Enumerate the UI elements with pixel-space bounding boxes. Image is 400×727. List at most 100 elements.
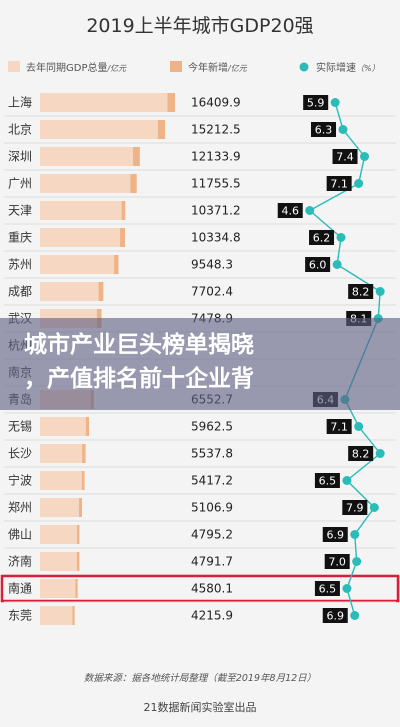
rate-label: 5.9 (307, 97, 325, 110)
bar-last-year (40, 147, 133, 166)
rate-point (350, 530, 360, 539)
legend-swatch-0 (8, 61, 20, 72)
gdp-value: 11755.5 (191, 177, 241, 191)
legend-swatch-1 (170, 61, 182, 72)
bar-new (76, 525, 80, 544)
rate-point (375, 287, 385, 296)
gdp-value: 10334.8 (191, 231, 241, 245)
city-label: 长沙 (8, 447, 32, 461)
bar-last-year (40, 174, 131, 193)
rate-point (342, 476, 352, 485)
rate-point (352, 557, 362, 566)
bar-new (85, 417, 90, 436)
bar-new (121, 201, 126, 220)
gdp-value: 4215.9 (191, 609, 233, 623)
gdp-value: 5417.2 (191, 474, 233, 488)
gdp-value: 4580.1 (191, 582, 233, 596)
city-label: 上海 (8, 95, 32, 110)
rate-point (375, 449, 385, 458)
rate-label: 7.9 (346, 502, 364, 515)
rate-point (354, 179, 364, 188)
city-label: 苏州 (8, 258, 32, 272)
bar-last-year (40, 579, 76, 598)
gdp-value: 9548.3 (191, 258, 233, 272)
rate-point (342, 584, 352, 593)
rate-label-box (305, 257, 331, 272)
city-label: 郑州 (8, 500, 32, 515)
city-label: 东莞 (8, 609, 32, 623)
rate-point (350, 611, 360, 620)
bar-new (98, 282, 104, 301)
legend-label-0: 去年同期GDP总量/亿元 (26, 61, 127, 74)
city-label: 无锡 (8, 419, 32, 434)
bar-new (76, 552, 80, 571)
city-label: 广州 (8, 177, 32, 191)
gdp-value: 5537.8 (191, 447, 233, 461)
gdp-value: 16409.9 (191, 96, 241, 110)
rate-label: 6.9 (326, 610, 344, 623)
rate-label: 4.6 (281, 205, 299, 218)
bar-last-year (40, 282, 99, 301)
headline-line-1: 城市产业巨头榜单揭晓 (24, 332, 254, 358)
legend-label-1: 今年新增/亿元 (188, 61, 248, 74)
rate-point (332, 260, 342, 269)
rate-label-box (348, 284, 374, 299)
legend-unit-0: /亿元 (106, 64, 127, 73)
bar-new (82, 444, 86, 463)
bar-last-year (40, 525, 77, 544)
rate-point (354, 422, 364, 431)
rate-label: 8.2 (352, 448, 370, 461)
rate-label-box (311, 122, 336, 137)
bar-last-year (40, 417, 86, 436)
city-label: 北京 (8, 123, 32, 137)
bar-new (132, 147, 140, 166)
bar-new (78, 498, 83, 517)
rate-label-box (324, 554, 350, 569)
rate-label-box (322, 608, 348, 623)
credit: 21数据新闻实验室出品 (144, 700, 257, 714)
bar-new (72, 606, 75, 625)
rate-label-box (326, 176, 352, 191)
gdp-value: 4795.2 (191, 528, 233, 542)
legend-swatch-2 (299, 62, 309, 72)
bar-last-year (40, 255, 115, 274)
bar-last-year (40, 201, 122, 220)
gdp-value: 7702.4 (191, 285, 233, 299)
bar-new (120, 228, 126, 247)
bar-new (130, 174, 137, 193)
gdp-value: 4791.7 (191, 555, 233, 569)
gdp-value: 12133.9 (191, 150, 241, 164)
bar-last-year (40, 120, 158, 139)
bar-new (157, 120, 166, 139)
source-note: 数据来源：据各地统计局整理（截至2019年8月12日） (84, 672, 316, 684)
legend: 去年同期GDP总量/亿元 今年新增/亿元 实际增速（%） (8, 61, 380, 74)
gdp-value: 5962.5 (191, 420, 233, 434)
legend-unit-1: /亿元 (227, 64, 248, 73)
headline-overlay: 城市产业巨头榜单揭晓 ，产值排名前十企业背 (0, 318, 400, 410)
chart-title: 2019上半年城市GDP20强 (86, 15, 313, 37)
rate-label: 6.2 (313, 232, 331, 245)
bar-last-year (40, 444, 83, 463)
city-label: 成都 (8, 285, 32, 299)
rate-label-box (326, 419, 352, 434)
rate-label: 6.5 (319, 475, 337, 488)
bar-last-year (40, 552, 77, 571)
rate-point (336, 233, 346, 242)
rate-label-box (322, 527, 348, 542)
rate-point (360, 152, 370, 161)
rate-label-box (314, 473, 340, 488)
headline-line-2: ，产值排名前十企业背 (24, 366, 254, 392)
rate-label-box (277, 203, 303, 218)
rate-label: 6.9 (326, 529, 344, 542)
rate-marks: 5.96.37.47.14.66.26.08.28.16.47.18.26.57… (277, 95, 385, 623)
bar-new (167, 93, 175, 112)
city-label: 济南 (8, 554, 32, 569)
city-label: 南通 (8, 581, 32, 596)
bar-last-year (40, 93, 168, 112)
legend-label-2: 实际增速（%） (316, 61, 380, 74)
gdp-value: 5106.9 (191, 501, 233, 515)
rate-point (369, 503, 379, 512)
city-label: 深圳 (8, 150, 32, 164)
city-label: 宁波 (8, 473, 32, 488)
rate-label: 8.2 (352, 286, 370, 299)
